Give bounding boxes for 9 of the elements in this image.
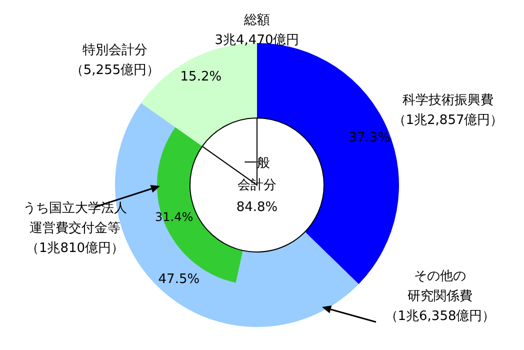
slice-label: 特別会計分（5,255億円） — [70, 43, 160, 78]
data-label: 37.3% — [348, 130, 390, 146]
slice-label: その他の研究関係費（1兆6,358億円） — [384, 269, 496, 324]
slice-label: 科学技術振興費（1兆2,857億円） — [392, 93, 504, 128]
chart-title: 総額 3兆4,470億円 — [214, 13, 300, 48]
slice-label: 一般会計分 — [238, 156, 276, 193]
data-label: 84.8% — [236, 200, 278, 215]
data-label: 15.2% — [180, 70, 222, 85]
data-label: 47.5% — [158, 272, 200, 287]
